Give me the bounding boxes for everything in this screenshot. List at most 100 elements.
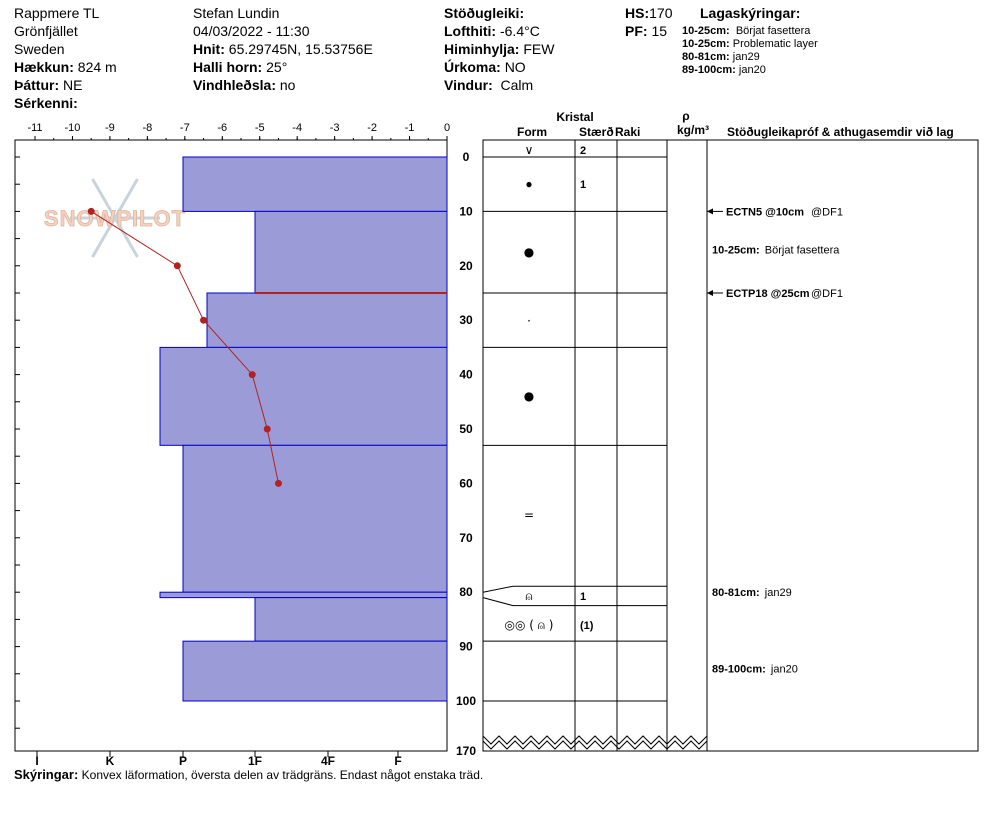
depth-label: 80: [459, 585, 473, 599]
temperature-tick-label: -1: [405, 122, 415, 134]
legend-item: 80-81cm: jan29: [682, 51, 760, 63]
temperature-tick-label: -10: [65, 122, 81, 134]
arrow-head-icon: [707, 208, 713, 215]
hardness-tick-label: K: [106, 754, 115, 768]
temperature-tick-label: -6: [217, 122, 227, 134]
country: Sweden: [14, 41, 65, 57]
grain-size-label: 1: [580, 591, 586, 603]
temperature-tick-label: -5: [255, 122, 265, 134]
crystal-header: Kristal: [556, 110, 593, 124]
size-header: Stærð: [579, 125, 614, 139]
depth-label: 170: [456, 744, 476, 758]
air-temperature: Lofthiti: -6.4°C: [444, 23, 540, 39]
depth-label: 60: [459, 476, 473, 490]
density-unit: kg/m³: [677, 123, 709, 137]
snowflake-watermark-icon: [113, 217, 139, 258]
temperature-tick-label: -3: [330, 122, 340, 134]
hardness-layer-bar: [182, 444, 448, 593]
hardness-layer-bar: [182, 640, 448, 702]
layer-comment-text: jan29: [764, 587, 792, 599]
depth-break-zigzag: [482, 735, 708, 745]
coordinates: Hnit: 65.29745N, 15.53756E: [193, 41, 373, 57]
hardness-tick-label: 4F: [321, 754, 335, 768]
hardness-layer-bar: [206, 292, 448, 348]
temperature-tick-label: -11: [27, 122, 42, 134]
depth-label: 50: [459, 422, 473, 436]
layer-comment-range: 10-25cm:: [712, 244, 760, 256]
grain-size-label: (1): [580, 620, 594, 632]
legend-item: 89-100cm: jan20: [682, 64, 766, 76]
grain-form-symbol: ⦁: [526, 177, 532, 191]
hardness-tick-label: P: [179, 754, 187, 768]
temperature-point: [200, 316, 208, 324]
legend-item: 10-25cm: Börjat fasettera: [682, 25, 811, 37]
temperature-tick-label: -7: [180, 122, 190, 134]
slope-angle: Halli horn: 25°: [193, 59, 288, 75]
specifics: Sérkenni:: [14, 95, 78, 111]
grain-form-symbol: ●: [524, 245, 534, 259]
comments-header: Stöðugleikapróf & athugasemdir við lag: [727, 125, 954, 139]
temperature-point: [274, 479, 282, 487]
precipitation: Úrkoma: NO: [444, 59, 526, 75]
temperature-point: [248, 371, 256, 379]
form-header: Form: [517, 125, 547, 139]
depth-label: 100: [456, 694, 476, 708]
temperature-point: [87, 207, 95, 215]
grain-form-symbol: ●: [524, 389, 534, 403]
temperature-tick-label: -2: [367, 122, 377, 134]
layer-comment-range: 80-81cm:: [712, 587, 760, 599]
depth-label: 90: [459, 640, 473, 654]
layer-connector-line: [482, 585, 514, 593]
hardness-layer-bar: [254, 597, 448, 642]
depth-label: 70: [459, 531, 473, 545]
hardness-layer-bar: [159, 346, 448, 446]
hardness-tick-label: F: [394, 754, 401, 768]
foot-penetration: PF: 15: [625, 23, 668, 39]
comments-frame: [706, 139, 979, 752]
stability: Stöðugleiki:: [444, 5, 525, 21]
elevation: Hækkun: 824 m: [14, 59, 117, 75]
temperature-tick-label: 0: [444, 122, 450, 134]
watermark-text: SNOWPILOT: [44, 206, 186, 231]
grain-size-label: 2: [580, 145, 586, 157]
moisture-header: Raki: [615, 125, 640, 139]
temperature-tick-label: -8: [142, 122, 152, 134]
layer-comment-range: 89-100cm:: [712, 663, 766, 675]
hardness-tick-label: 1F: [248, 754, 262, 768]
snowflake-watermark-icon: [113, 178, 139, 219]
aspect: Þáttur: NE: [14, 77, 83, 93]
hardness-tick-label: I: [35, 754, 38, 768]
site-name: Rappmere TL: [14, 5, 100, 21]
area-name: Grönfjället: [14, 23, 78, 39]
depth-label: 20: [459, 259, 473, 273]
layer-comment-text: Börjat fasettera: [765, 244, 840, 256]
hardness-layer-bar: [182, 156, 448, 212]
temperature-tick-label: -4: [292, 122, 302, 134]
snow-height: HS:170: [625, 5, 673, 21]
temperature-tick-label: -9: [105, 122, 115, 134]
observer: Stefan Lundin: [193, 5, 280, 21]
grain-form-symbol: ·: [527, 314, 531, 328]
stability-test-code: ECTP18 @25cm: [726, 288, 810, 300]
sky-cover: Himinhylja: FEW: [444, 41, 555, 57]
density-symbol: ρ: [682, 109, 689, 123]
wind: Vindur: Calm: [444, 77, 534, 93]
temperature-profile-line: [90, 210, 279, 484]
grain-form-symbol: ⍝: [525, 589, 532, 603]
grain-form-symbol: ◎◎ ( ⍝ ): [505, 618, 554, 632]
legend-item: 10-25cm: Problematic layer: [682, 38, 818, 50]
hardness-layer-bar: [254, 210, 448, 294]
legend-title: Lagaskýringar:: [700, 5, 801, 21]
depth-break-zigzag: [482, 740, 708, 750]
stability-test-code: ECTN5 @10cm: [726, 206, 804, 218]
datetime: 04/03/2022 - 11:30: [193, 23, 310, 39]
hardness-layer-bar: [159, 591, 448, 599]
temperature-point: [173, 262, 181, 270]
layer-connector-line: [482, 597, 514, 607]
depth-label: 10: [459, 204, 473, 218]
grain-size-label: 1: [580, 179, 586, 191]
layer-comment-text: jan20: [770, 663, 798, 675]
depth-label: 30: [459, 313, 473, 327]
arrow-head-icon: [707, 290, 713, 296]
